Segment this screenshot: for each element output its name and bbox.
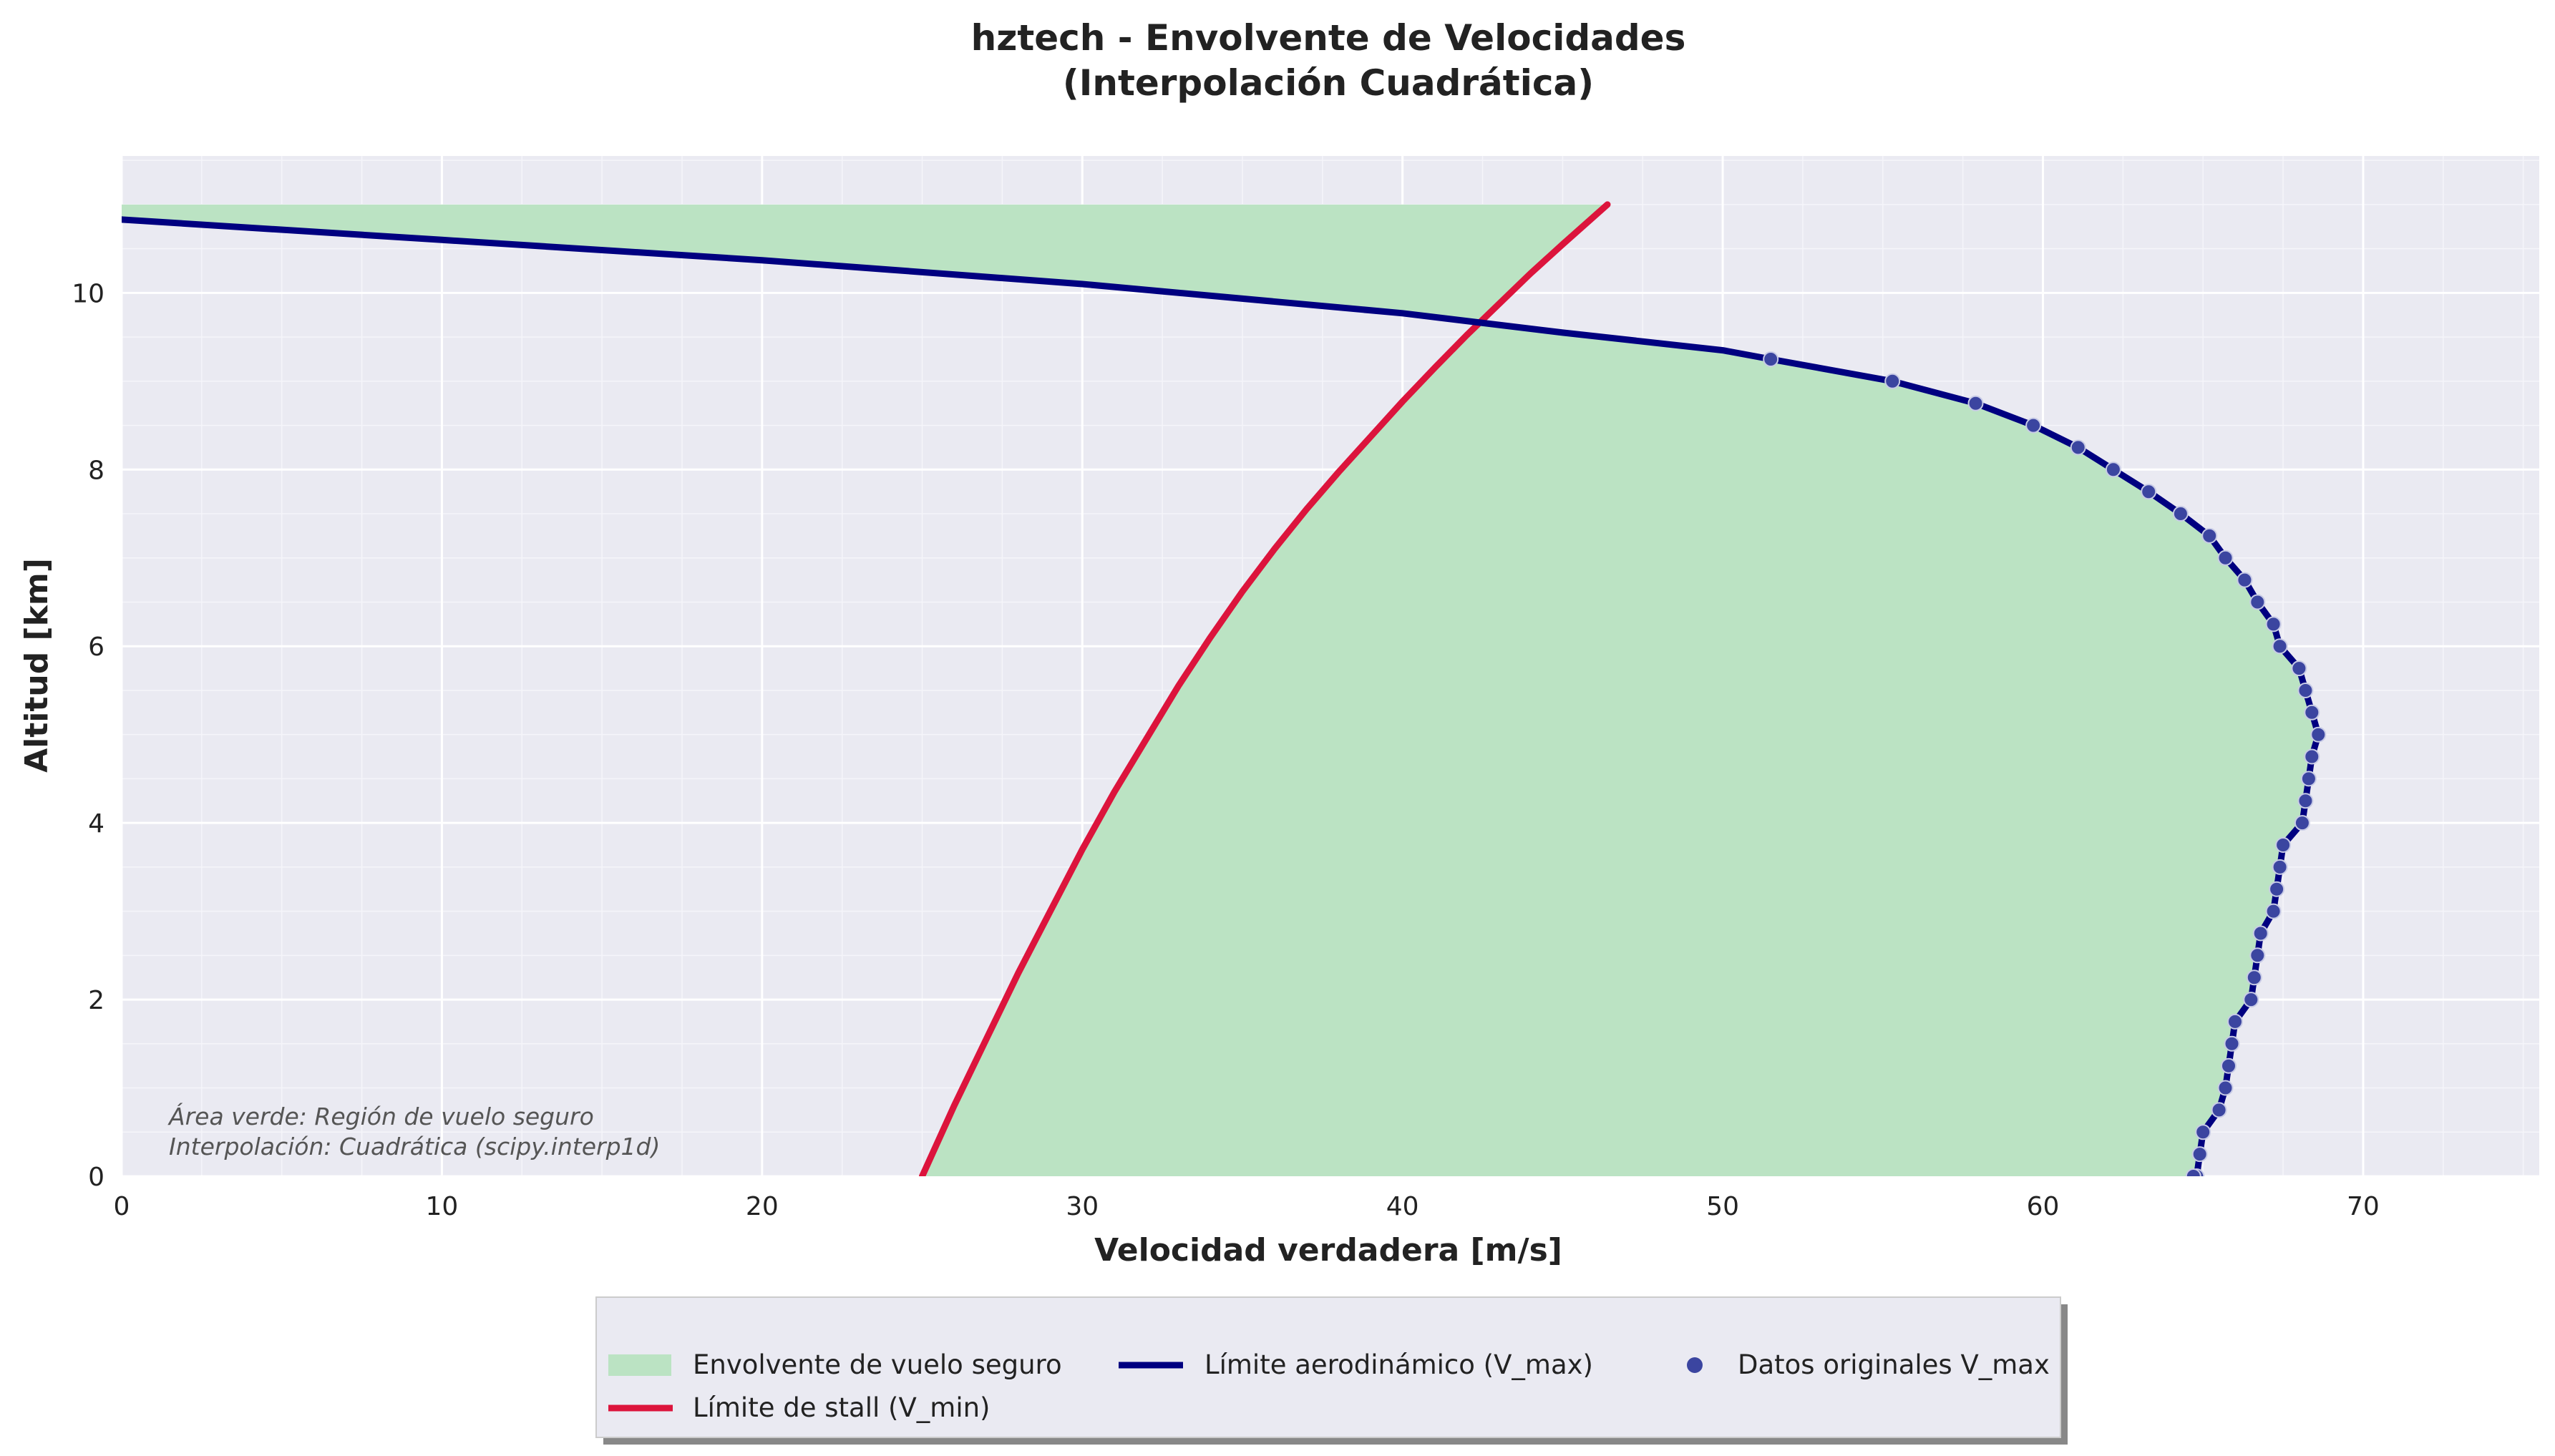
vmax-data-point xyxy=(2224,1035,2240,1052)
vmax-data-point xyxy=(2221,1057,2237,1074)
vmax-data-point xyxy=(2294,815,2310,831)
vmax-aero-line xyxy=(122,216,2322,1176)
vmax-data-point xyxy=(2217,549,2234,566)
vmax-data-point xyxy=(2237,572,2253,588)
vmax-data-point xyxy=(2201,527,2218,544)
y-axis-label: Altitud [km] xyxy=(19,558,55,773)
vmax-data-point xyxy=(2300,771,2317,787)
vmax-data-point xyxy=(2246,969,2262,986)
vmax-data-point xyxy=(2211,1102,2227,1118)
legend-label-vmin: Límite de stall (V_min) xyxy=(693,1392,991,1423)
x-axis-label: Velocidad verdadera [m/s] xyxy=(1094,1232,1562,1269)
vmax-data-point xyxy=(2291,660,2307,677)
vmax-data-point xyxy=(2172,506,2189,522)
safe-envelope-area xyxy=(122,204,2319,1176)
vmax-data-point xyxy=(2265,903,2282,919)
legend-swatch-points xyxy=(1687,1357,1703,1373)
vmax-data-point xyxy=(2297,683,2314,698)
y-tick-labels: 0 2 4 6 8 10 xyxy=(72,279,104,1192)
x-tick-label: 50 xyxy=(1706,1192,1739,1221)
x-tick-label: 0 xyxy=(114,1192,130,1221)
vmax-data-point xyxy=(1967,395,1984,411)
x-tick-label: 10 xyxy=(426,1192,459,1221)
legend: Envolvente de vuelo seguro Límite aerodi… xyxy=(595,1296,2068,1445)
legend-label-points: Datos originales V_max xyxy=(1738,1349,2050,1380)
y-tick-label: 0 xyxy=(88,1163,104,1192)
vmax-data-point xyxy=(2185,1168,2201,1176)
vmax-data-point xyxy=(2249,947,2266,964)
vmax-data-point xyxy=(2025,417,2042,434)
legend-box xyxy=(595,1296,2061,1438)
annotation-interpolation: Interpolación: Cuadrática (scipy.interp1… xyxy=(169,1133,660,1161)
legend-label-envelope: Envolvente de vuelo seguro xyxy=(693,1349,1062,1380)
x-tick-labels: 0 10 20 30 40 50 60 70 xyxy=(114,1192,2380,1221)
vmax-data-points xyxy=(1763,351,2327,1176)
vmax-data-point xyxy=(2269,881,2285,897)
x-tick-label: 40 xyxy=(1386,1192,1419,1221)
chart-title: hztech - Envolvente de Velocidades xyxy=(971,17,1686,59)
vmax-data-point xyxy=(2227,1013,2243,1030)
vmax-data-point xyxy=(2310,726,2327,743)
vmax-data-point xyxy=(2252,925,2269,942)
vmax-data-point xyxy=(2272,859,2288,875)
chart-subtitle: (Interpolación Cuadrática) xyxy=(1063,62,1594,104)
vmax-data-point xyxy=(2249,594,2266,610)
legend-swatch-envelope xyxy=(608,1354,671,1376)
vmax-data-point xyxy=(2195,1124,2211,1140)
x-tick-label: 30 xyxy=(1066,1192,1099,1221)
annotation-safe-region: Área verde: Región de vuelo seguro xyxy=(167,1102,594,1130)
y-tick-label: 4 xyxy=(88,809,104,839)
y-tick-label: 2 xyxy=(88,986,104,1015)
y-tick-label: 6 xyxy=(88,632,104,662)
x-tick-label: 20 xyxy=(746,1192,779,1221)
vmax-data-point xyxy=(2304,704,2320,720)
vmax-data-point xyxy=(1763,351,1779,367)
vmax-data-point xyxy=(2217,1080,2234,1096)
legend-label-vmax: Límite aerodinámico (V_max) xyxy=(1204,1349,1593,1380)
vmax-data-point xyxy=(2275,837,2292,853)
y-tick-label: 8 xyxy=(88,456,104,485)
vmax-data-point xyxy=(2304,748,2320,765)
x-tick-label: 60 xyxy=(2027,1192,2060,1221)
vmax-data-point xyxy=(2272,638,2288,655)
x-tick-label: 70 xyxy=(2347,1192,2380,1221)
plot-area xyxy=(122,201,2327,1176)
vmax-data-point xyxy=(1884,373,1901,389)
vmax-data-point xyxy=(2297,793,2314,809)
vmax-data-point xyxy=(2141,484,2157,500)
vmax-data-point xyxy=(2265,616,2282,632)
vmax-data-point xyxy=(2070,439,2086,456)
vmax-data-point xyxy=(2243,992,2259,1008)
y-tick-label: 10 xyxy=(72,279,104,308)
vmax-data-point xyxy=(2191,1146,2208,1163)
vmax-data-point xyxy=(2105,461,2121,478)
